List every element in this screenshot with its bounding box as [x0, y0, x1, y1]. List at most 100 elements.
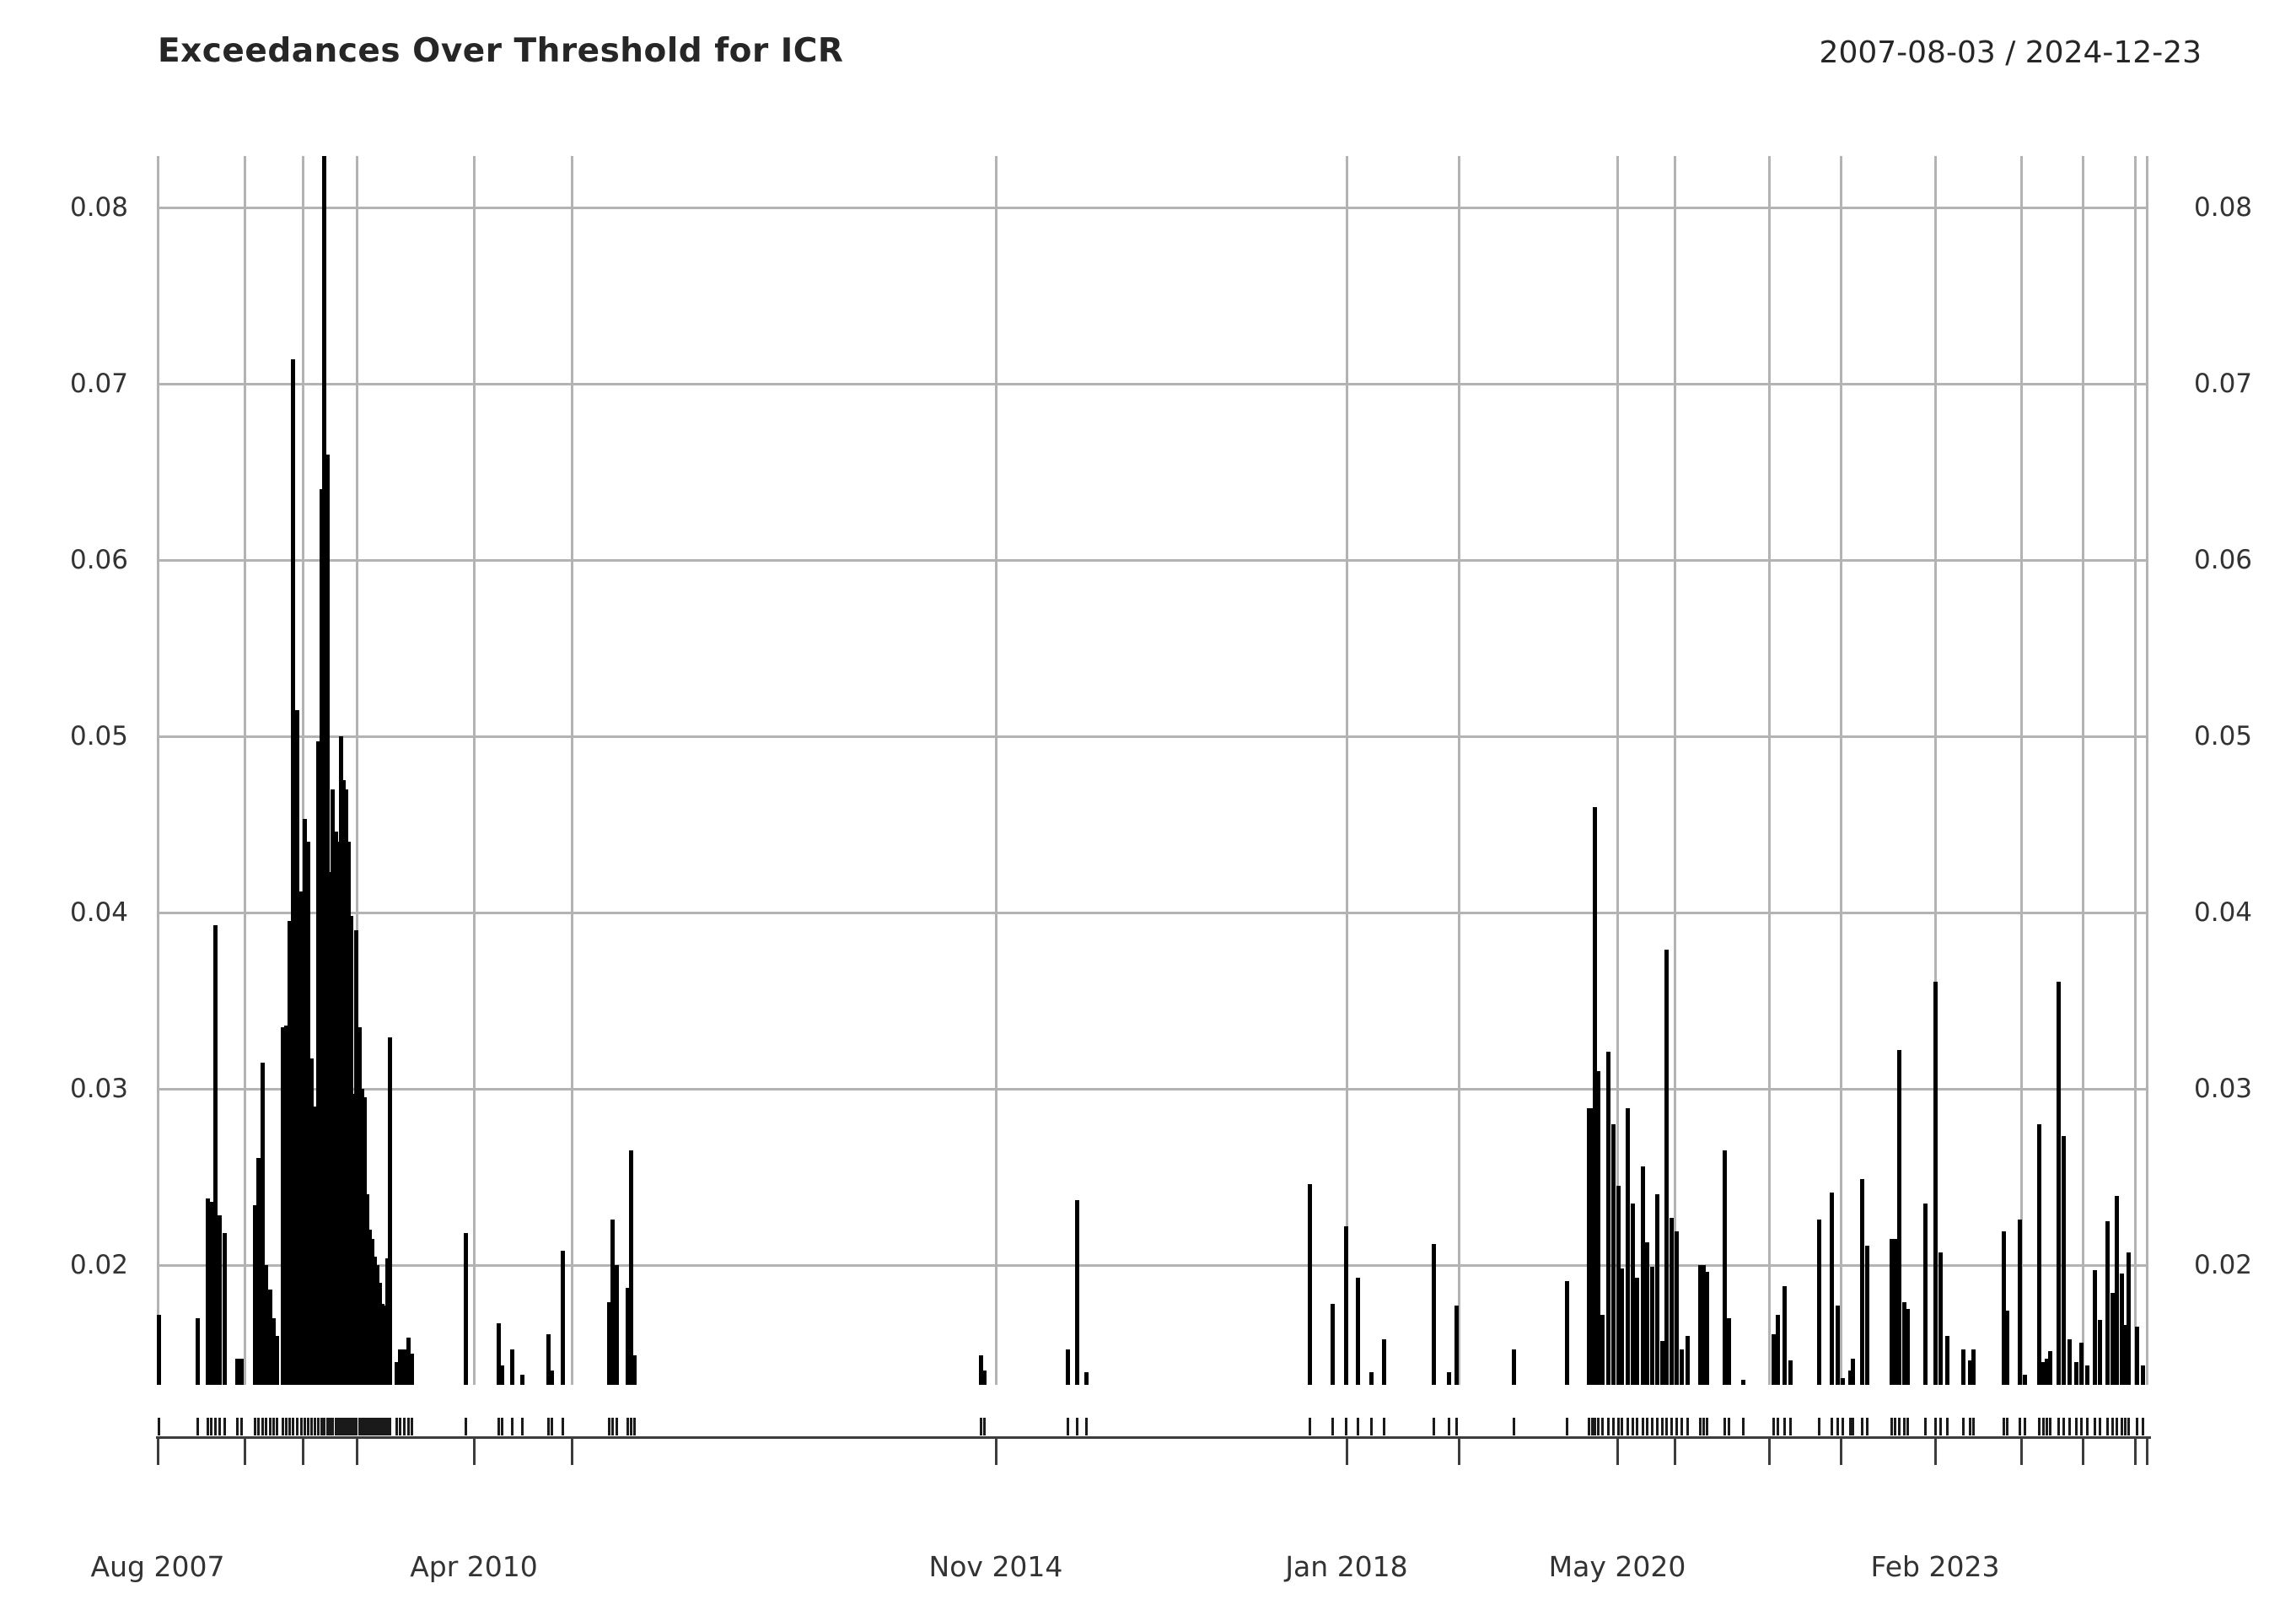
exceedance-bar [261, 1062, 265, 1385]
event-rug-tick [210, 1418, 212, 1435]
exceedance-bar [328, 871, 332, 1385]
exceedance-bar [1851, 1358, 1855, 1385]
event-rug-tick [1309, 1418, 1311, 1435]
x-tick-label: May 2020 [1548, 1550, 1686, 1583]
x-gridline [473, 156, 476, 1385]
exceedance-bar [320, 489, 324, 1385]
y-tick-label-left: 0.04 [69, 897, 128, 928]
event-rug-tick [1706, 1418, 1708, 1435]
event-rug-tick [368, 1418, 371, 1435]
event-rug-tick [1836, 1418, 1839, 1435]
exceedance-bar [309, 1058, 314, 1385]
exceedance-bar [354, 929, 358, 1385]
exceedance-bar [2062, 1136, 2066, 1385]
exceedance-bar [368, 1230, 372, 1385]
event-rug-tick [381, 1418, 384, 1435]
event-rug-tick [223, 1418, 226, 1435]
event-rug-tick [1331, 1418, 1334, 1435]
event-rug-tick [1946, 1418, 1949, 1435]
exceedance-bar [299, 891, 304, 1385]
exceedance-bar [363, 1097, 367, 1385]
exceedance-bar [1971, 1349, 1976, 1385]
event-rug-tick [335, 1418, 337, 1435]
event-rug-tick [1906, 1418, 1909, 1435]
exceedance-bar [2105, 1220, 2110, 1385]
event-rug-tick [1665, 1418, 1668, 1435]
exceedance-bar [1635, 1277, 1639, 1385]
event-rug-tick [1742, 1418, 1745, 1435]
event-rug-tick [2106, 1418, 2109, 1435]
exceedance-bar [1084, 1372, 1089, 1385]
exceedance-bar [1565, 1280, 1569, 1385]
y-tick-label-right: 0.03 [2194, 1074, 2253, 1104]
event-rug-tick [269, 1418, 272, 1435]
event-rug-tick [611, 1418, 614, 1435]
event-rug-tick [1842, 1418, 1844, 1435]
exceedance-bar [344, 789, 348, 1385]
exceedance-bar [1698, 1265, 1702, 1385]
exceedance-bar [1432, 1243, 1436, 1385]
exceedance-bar [1686, 1335, 1690, 1385]
exceedance-bar [264, 1265, 268, 1385]
event-rug-tick [361, 1418, 363, 1435]
date-range-label: 2007-08-03 / 2024-12-23 [1819, 35, 2202, 70]
exceedance-bar [2067, 1338, 2072, 1385]
event-rug-tick [1661, 1418, 1664, 1435]
exceedance-bar [360, 1089, 364, 1385]
x-axis-tick [2146, 1436, 2148, 1465]
event-rug-tick [261, 1418, 264, 1435]
event-rug-tick [1594, 1418, 1596, 1435]
event-rug-tick [2121, 1418, 2123, 1435]
y-gridline [158, 1088, 2147, 1091]
event-rug-tick [2068, 1418, 2071, 1435]
event-rug-tick [240, 1418, 243, 1435]
exceedance-bar [239, 1358, 244, 1385]
exceedance-bar [375, 1265, 379, 1385]
event-rug-tick [196, 1418, 199, 1435]
event-rug-tick [1076, 1418, 1078, 1435]
exceedance-bar [349, 916, 353, 1385]
exceedance-bar [979, 1354, 983, 1385]
exceedance-bar [607, 1301, 611, 1385]
exceedance-bar [1830, 1193, 1834, 1385]
event-rug-tick [2080, 1418, 2083, 1435]
exceedance-bar [2037, 1123, 2041, 1385]
event-rug-tick [1723, 1418, 1726, 1435]
exceedance-bar [464, 1233, 468, 1385]
event-rug-tick [1702, 1418, 1705, 1435]
y-tick-label-right: 0.07 [2194, 369, 2253, 399]
event-rug-tick [1632, 1418, 1634, 1435]
exceedance-bar [1848, 1371, 1852, 1385]
exceedance-bar [1655, 1194, 1659, 1385]
event-rug-tick [1894, 1418, 1896, 1435]
x-gridline [1768, 156, 1771, 1385]
exceedance-bar [1860, 1178, 1864, 1385]
event-rug-tick [1067, 1418, 1069, 1435]
exceedance-bar [410, 1353, 414, 1385]
event-rug-tick [551, 1418, 553, 1435]
event-rug-tick [1670, 1418, 1673, 1435]
exceedance-bar [406, 1337, 411, 1385]
event-rug-tick [1783, 1418, 1786, 1435]
x-gridline [157, 156, 159, 1385]
event-rug-tick [288, 1418, 291, 1435]
chart-title: Exceedances Over Threshold for ICR [158, 32, 844, 70]
exceedance-bar [1680, 1349, 1684, 1385]
event-rug-tick [1357, 1418, 1359, 1435]
event-rug-tick [2094, 1418, 2096, 1435]
exceedance-bar [378, 1282, 382, 1385]
y-gridline [158, 559, 2147, 562]
event-rug-tick [1849, 1418, 1852, 1435]
y-tick-label-left: 0.05 [69, 721, 128, 751]
exceedance-bar [550, 1371, 554, 1385]
event-rug-tick [337, 1418, 340, 1435]
event-rug-tick [1772, 1418, 1775, 1435]
event-rug-tick [2111, 1418, 2114, 1435]
x-axis-tick [244, 1436, 246, 1465]
event-rug-tick [1903, 1418, 1906, 1435]
event-rug-tick [1513, 1418, 1515, 1435]
event-rug-tick [2116, 1418, 2118, 1435]
exceedance-bar [1616, 1185, 1621, 1385]
event-rug-tick [1898, 1418, 1901, 1435]
exceedance-bar [385, 1257, 390, 1385]
